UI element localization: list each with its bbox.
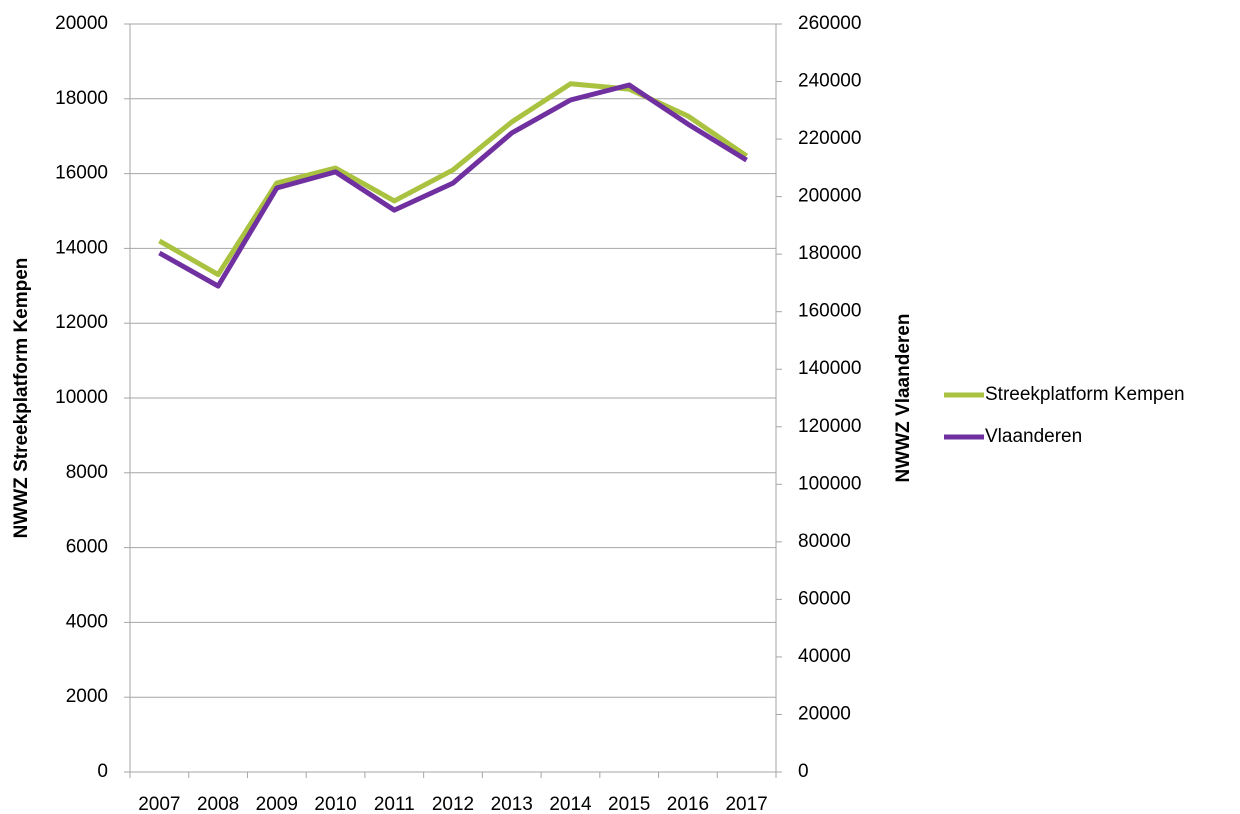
y2-tick-label: 180000 — [798, 243, 861, 264]
y2-tick-label: 60000 — [798, 588, 851, 609]
x-tick-label: 2014 — [549, 794, 592, 814]
y2-axis-title: NWWZ Vlaanderen — [893, 314, 914, 483]
y2-tick-label: 160000 — [798, 301, 861, 322]
y-tick-label: 12000 — [55, 312, 108, 333]
y-tick-label: 10000 — [55, 387, 108, 408]
y-axis-title: NWWZ Streekplatform Kempen — [11, 258, 32, 539]
y2-tick-label: 120000 — [798, 416, 861, 437]
y2-tick-label: 0 — [798, 761, 809, 782]
y-tick-label: 2000 — [66, 686, 108, 707]
legend-label: Vlaanderen — [985, 426, 1082, 447]
y-tick-label: 18000 — [55, 88, 108, 109]
y-tick-label: 14000 — [55, 237, 108, 258]
x-tick-label: 2010 — [314, 794, 356, 814]
y-tick-label: 16000 — [55, 163, 108, 184]
x-tick-label: 2017 — [725, 794, 767, 814]
x-tick-label: 2016 — [667, 794, 709, 814]
x-tick-label: 2007 — [138, 794, 180, 814]
y2-tick-label: 80000 — [798, 531, 851, 552]
legend-label: Streekplatform Kempen — [985, 384, 1185, 405]
y2-tick-label: 20000 — [798, 703, 851, 724]
y2-tick-label: 40000 — [798, 646, 851, 667]
x-tick-label: 2009 — [256, 794, 298, 814]
y-tick-label: 20000 — [55, 13, 108, 34]
y2-tick-label: 140000 — [798, 358, 861, 379]
y2-tick-label: 260000 — [798, 13, 861, 34]
y2-tick-label: 100000 — [798, 473, 861, 494]
series-line — [158, 82, 748, 289]
x-tick-label: 2008 — [197, 794, 239, 814]
y2-tick-label: 220000 — [798, 128, 861, 149]
y-tick-label: 4000 — [66, 611, 108, 632]
y-tick-label: 6000 — [66, 537, 108, 558]
x-tick-label: 2013 — [491, 794, 533, 814]
x-tick-label: 2011 — [374, 794, 415, 814]
y-tick-label: 0 — [97, 761, 108, 782]
x-tick-label: 2015 — [608, 794, 650, 814]
y-tick-label: 8000 — [66, 462, 108, 483]
y2-tick-label: 200000 — [798, 186, 861, 207]
y2-tick-label: 240000 — [798, 71, 861, 92]
series-line — [158, 81, 749, 278]
x-tick-label: 2012 — [432, 794, 474, 814]
